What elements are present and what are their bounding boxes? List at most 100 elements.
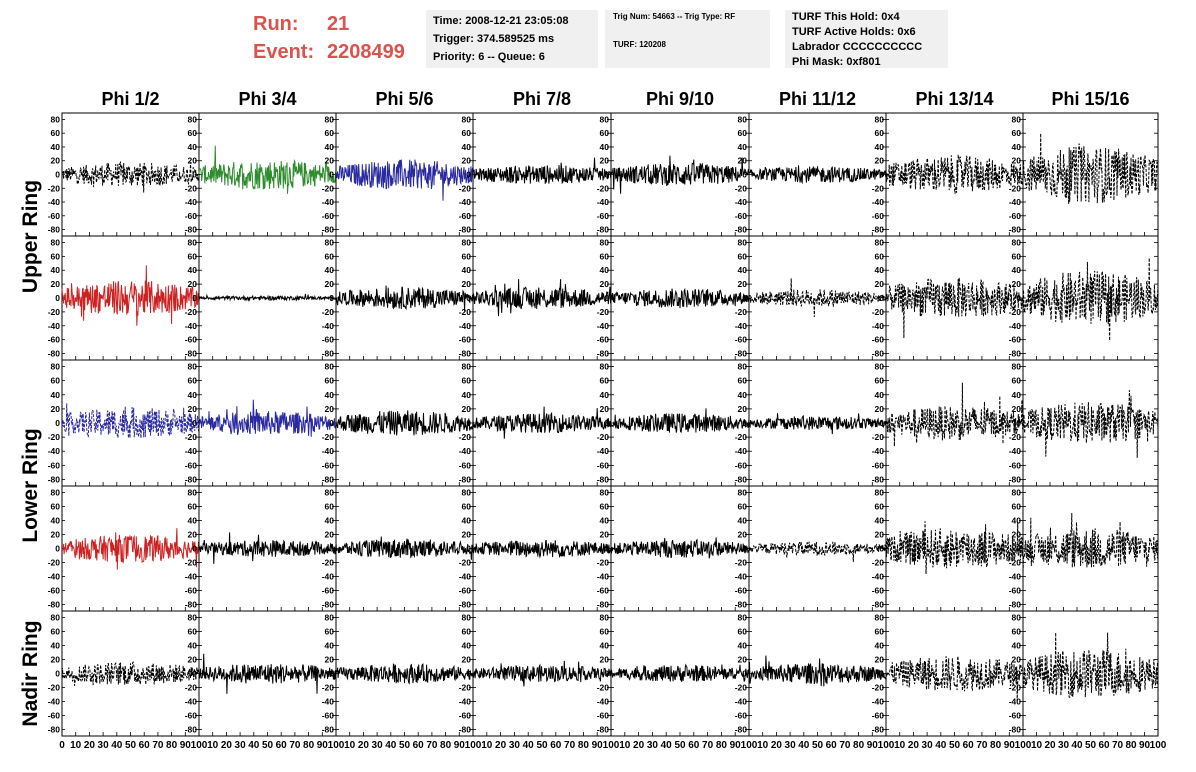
y-tick-label: 0 xyxy=(329,669,334,679)
x-tick-label: 90 xyxy=(1004,740,1016,751)
y-tick-label: -80 xyxy=(1009,474,1022,484)
y-tick-label: -80 xyxy=(735,600,748,610)
waveform-panel: 80 60 40 20 0 -20 -40 -60 -80 xyxy=(597,235,750,361)
y-tick-label: -80 xyxy=(48,725,61,735)
y-tick-label: 20 xyxy=(462,530,472,540)
y-tick-label: 60 xyxy=(51,128,61,138)
waveform-trace xyxy=(472,660,612,687)
y-tick-label: 40 xyxy=(462,641,472,651)
y-tick-label: 20 xyxy=(1012,655,1022,665)
y-tick-label: 20 xyxy=(325,655,335,665)
x-tick-label: 20 xyxy=(221,740,233,751)
y-tick-label: 0 xyxy=(604,293,609,303)
y-tick-label: -60 xyxy=(1009,460,1022,470)
x-tick-label: 10 xyxy=(207,740,219,751)
waveform-trace xyxy=(885,277,1024,339)
y-tick-label: 20 xyxy=(875,156,885,166)
x-tick-label: 50 xyxy=(949,740,961,751)
turf-text: TURF: 120208 xyxy=(613,40,666,49)
y-tick-label: -80 xyxy=(735,725,748,735)
y-tick-label: 20 xyxy=(600,655,610,665)
waveform-trace xyxy=(61,661,200,686)
waveform-trace xyxy=(610,155,750,194)
y-tick-label: -40 xyxy=(185,197,198,207)
x-tick-label: 70 xyxy=(1112,740,1124,751)
y-tick-label: -40 xyxy=(872,446,885,456)
x-tick-label: 80 xyxy=(440,740,452,751)
waveform-panel: 80 60 40 20 0 -20 -40 -60 -80 xyxy=(597,610,750,737)
y-tick-label: 20 xyxy=(875,404,885,414)
x-tick-label: 100 xyxy=(741,740,758,751)
y-tick-label: -80 xyxy=(185,474,198,484)
run-value: 21 xyxy=(327,13,350,35)
y-tick-label: 20 xyxy=(875,530,885,540)
y-tick-label: -60 xyxy=(872,711,885,721)
y-tick-label: -80 xyxy=(872,349,885,359)
y-tick-label: 40 xyxy=(875,390,885,400)
y-tick-label: -40 xyxy=(735,197,748,207)
y-tick-label: 20 xyxy=(1012,279,1022,289)
y-tick-label: 0 xyxy=(192,418,197,428)
y-tick-label: -20 xyxy=(185,183,198,193)
run-label: Run: xyxy=(253,13,299,35)
waveform-panel: 80 60 40 20 0 -20 -40 -60 -80 xyxy=(872,112,1024,237)
y-tick-label: -60 xyxy=(1009,711,1022,721)
y-tick-label: -60 xyxy=(185,211,198,221)
waveform-panel: 80 60 40 20 0 -20 -40 -60 -80 xyxy=(322,485,474,612)
x-tick-label: 80 xyxy=(716,740,728,751)
y-tick-label: 80 xyxy=(325,488,335,498)
y-tick-label: 0 xyxy=(466,418,471,428)
y-tick-label: -40 xyxy=(459,572,472,582)
y-tick-label: 80 xyxy=(600,362,610,372)
x-tick-label: 100 xyxy=(191,740,208,751)
waveform-trace xyxy=(1022,632,1159,699)
y-tick-label: 60 xyxy=(875,251,885,261)
y-tick-label: -40 xyxy=(872,697,885,707)
y-tick-label: -60 xyxy=(735,460,748,470)
y-tick-label: -20 xyxy=(185,558,198,568)
column-heading: Phi 7/8 xyxy=(513,89,571,109)
y-tick-label: -80 xyxy=(185,600,198,610)
y-tick-label: -60 xyxy=(1009,586,1022,596)
x-tick-label: 10 xyxy=(894,740,906,751)
y-tick-label: -20 xyxy=(597,183,610,193)
y-tick-label: 80 xyxy=(325,613,335,623)
waveform-trace xyxy=(885,154,1024,194)
y-tick-label: -80 xyxy=(459,474,472,484)
y-tick-label: -80 xyxy=(597,349,610,359)
y-tick-label: 60 xyxy=(600,376,610,386)
waveform-trace xyxy=(610,537,750,559)
y-tick-label: 80 xyxy=(1012,362,1022,372)
y-tick-label: 60 xyxy=(325,251,335,261)
x-tick-label: 70 xyxy=(289,740,301,751)
y-tick-label: -60 xyxy=(322,460,335,470)
y-tick-label: 80 xyxy=(738,362,748,372)
y-tick-label: -20 xyxy=(185,432,198,442)
y-tick-label: -20 xyxy=(872,183,885,193)
y-tick-label: 80 xyxy=(600,237,610,247)
waveform-trace xyxy=(335,285,474,312)
turf-this-hold-text: TURF This Hold: 0x4 xyxy=(792,11,900,23)
y-tick-label: 80 xyxy=(51,114,61,124)
y-tick-label: 20 xyxy=(188,655,198,665)
x-tick-label: 60 xyxy=(963,740,975,751)
waveform-panel: 80 60 40 20 0 -20 -40 -60 -80 xyxy=(322,610,474,737)
waveform-trace xyxy=(198,399,337,437)
y-tick-label: 40 xyxy=(738,516,748,526)
y-tick-label: 20 xyxy=(51,279,61,289)
y-tick-label: 80 xyxy=(51,362,61,372)
y-tick-label: 0 xyxy=(879,170,884,180)
trig-num-info-box: Trig Num: 54663 -- Trig Type: RF TURF: 1… xyxy=(605,10,770,68)
waveform-trace xyxy=(61,265,200,326)
y-tick-label: 20 xyxy=(462,655,472,665)
y-tick-label: 0 xyxy=(466,170,471,180)
y-tick-label: 60 xyxy=(600,128,610,138)
y-tick-label: -40 xyxy=(459,446,472,456)
y-tick-label: -40 xyxy=(322,572,335,582)
x-tick-label: 60 xyxy=(139,740,151,751)
waveform-panel: 80 60 40 20 0 -20 -40 -60 -80 xyxy=(185,112,337,237)
y-tick-label: -20 xyxy=(48,307,61,317)
y-tick-label: -80 xyxy=(48,349,61,359)
x-tick-label: 90 xyxy=(867,740,879,751)
waveform-trace xyxy=(61,528,200,570)
